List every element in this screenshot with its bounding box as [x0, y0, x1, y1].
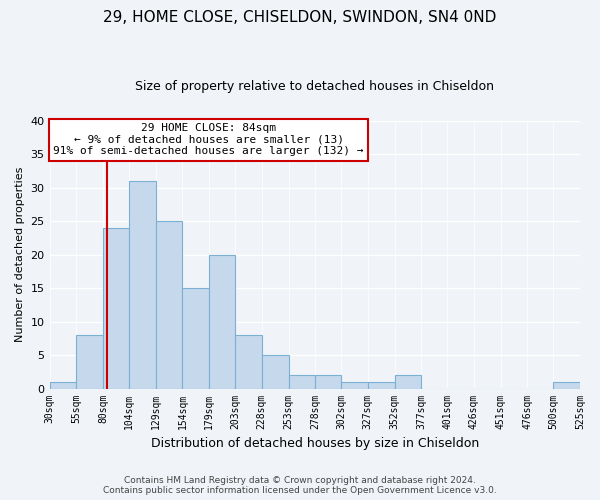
Bar — [316, 375, 341, 388]
Bar — [209, 254, 235, 388]
Text: 29 HOME CLOSE: 84sqm
← 9% of detached houses are smaller (13)
91% of semi-detach: 29 HOME CLOSE: 84sqm ← 9% of detached ho… — [53, 123, 364, 156]
Bar — [155, 221, 182, 388]
Bar — [553, 382, 580, 388]
Bar — [50, 382, 76, 388]
Bar — [368, 382, 395, 388]
X-axis label: Distribution of detached houses by size in Chiseldon: Distribution of detached houses by size … — [151, 437, 479, 450]
Text: 29, HOME CLOSE, CHISELDON, SWINDON, SN4 0ND: 29, HOME CLOSE, CHISELDON, SWINDON, SN4 … — [103, 10, 497, 25]
Bar — [262, 355, 289, 388]
Bar — [395, 375, 421, 388]
Bar — [129, 181, 155, 388]
Bar — [289, 375, 316, 388]
Bar — [235, 335, 262, 388]
Bar — [103, 228, 129, 388]
Text: Contains HM Land Registry data © Crown copyright and database right 2024.
Contai: Contains HM Land Registry data © Crown c… — [103, 476, 497, 495]
Bar — [76, 335, 103, 388]
Bar — [341, 382, 368, 388]
Title: Size of property relative to detached houses in Chiseldon: Size of property relative to detached ho… — [135, 80, 494, 93]
Y-axis label: Number of detached properties: Number of detached properties — [15, 167, 25, 342]
Bar — [182, 288, 209, 388]
